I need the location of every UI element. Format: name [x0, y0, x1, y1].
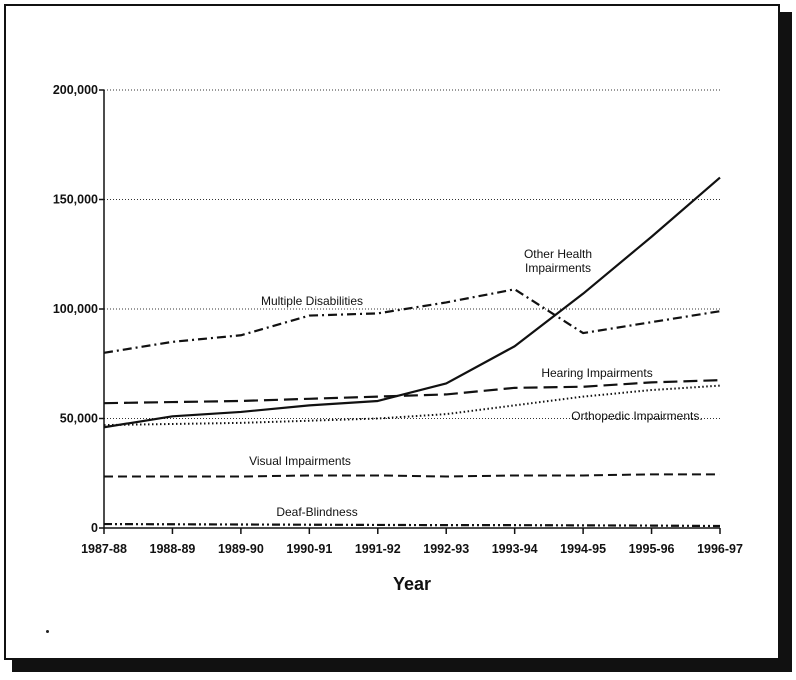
- series-label-other-health-impairments: Other Health Impairments: [524, 247, 592, 275]
- series-labels: Other Health Impairments Multiple Disabili…: [249, 247, 703, 519]
- series-label-line: Impairments: [525, 261, 591, 275]
- x-tick-label: 1990-91: [286, 542, 332, 556]
- x-tick-label: 1992-93: [423, 542, 469, 556]
- series-label-hearing-impairments: Hearing Impairments: [541, 366, 652, 380]
- series-label-deaf-blindness: Deaf-Blindness: [276, 505, 357, 519]
- series-label-line: Orthopedic Impairments.: [571, 409, 702, 423]
- x-tick-label: 1995-96: [629, 542, 675, 556]
- series-line-orthopedic-impairments: [103, 384, 721, 427]
- x-tick-label: 1988-89: [150, 542, 196, 556]
- series-label-orthopedic-impairments: Orthopedic Impairments.: [571, 409, 702, 423]
- series-label-line: Hearing Impairments: [541, 366, 652, 380]
- y-tick-label: 150,000: [53, 193, 98, 207]
- series-label-line: Deaf-Blindness: [276, 505, 357, 519]
- x-axis-title: Year: [393, 574, 431, 594]
- frame-shadow-bottom: [12, 660, 792, 672]
- series-line-visual-impairments: [104, 473, 720, 478]
- x-axis-ticks: 1987-88 1988-89 1989-90 1990-91 1991-92 1992-…: [81, 528, 743, 556]
- x-tick-label: 1993-94: [492, 542, 538, 556]
- series-line-hearing-impairments: [103, 379, 721, 405]
- y-axis-ticks: 0 50,000 100,000 150,000 200,000: [53, 83, 104, 535]
- series-label-line: Other Health: [524, 247, 592, 261]
- x-tick-label: 1994-95: [560, 542, 606, 556]
- series-line-deaf-blindness: [103, 522, 721, 528]
- series-line-multiple-disabilities: [103, 288, 721, 354]
- x-tick-label: 1996-97: [697, 542, 743, 556]
- y-tick-label: 0: [91, 521, 98, 535]
- y-tick-label: 100,000: [53, 302, 98, 316]
- series-line-other-health-impairments: [103, 176, 721, 429]
- x-tick-label: 1987-88: [81, 542, 127, 556]
- series-label-visual-impairments: Visual Impairments: [249, 454, 351, 468]
- gridlines: [104, 89, 720, 419]
- frame-shadow-right: [780, 12, 792, 672]
- series-label-multiple-disabilities: Multiple Disabilities: [261, 294, 363, 308]
- y-tick-label: 200,000: [53, 83, 98, 97]
- scan-speck: [46, 630, 49, 633]
- series-lines: [103, 176, 721, 528]
- series-label-line: Multiple Disabilities: [261, 294, 363, 308]
- x-tick-label: 1989-90: [218, 542, 264, 556]
- x-tick-label: 1991-92: [355, 542, 401, 556]
- y-tick-label: 50,000: [60, 412, 98, 426]
- chart-frame: [4, 4, 780, 660]
- series-label-line: Visual Impairments: [249, 454, 351, 468]
